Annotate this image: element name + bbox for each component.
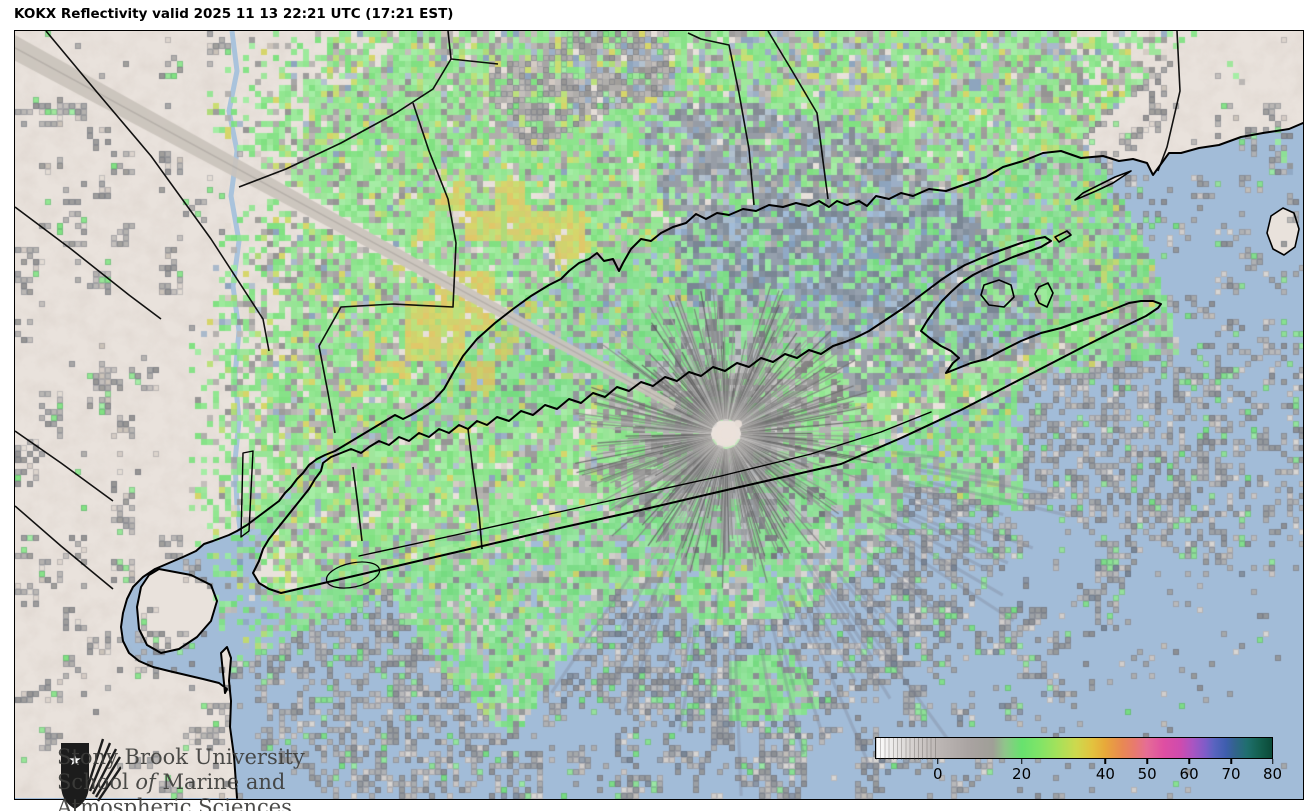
colorbar-tick: [1146, 759, 1148, 764]
colorbar-label: 80: [1262, 765, 1283, 783]
stony-brook-logo: ★ Stony Brook University School of Marin…: [57, 737, 305, 811]
boundary-nj-county-2: [15, 430, 114, 502]
stony-brook-shield-icon: ★: [61, 738, 121, 809]
boundary-ct-county-e: [767, 31, 829, 200]
map-line-layer: [15, 31, 1303, 799]
colorbar-discrete-steps: [876, 738, 939, 760]
boundary-ct-ri: [1157, 31, 1181, 172]
boundary-ny-ct: [318, 102, 457, 434]
colorbar-tick: [937, 759, 939, 764]
colorbar-label: 20: [1012, 765, 1032, 783]
svg-text:★: ★: [68, 751, 81, 769]
boundary-nassau-suffolk: [467, 428, 483, 550]
boundary-nj-county-3: [15, 505, 114, 590]
boundary-ct-county-w: [238, 31, 499, 188]
shelter-island-coastline: [980, 279, 1015, 308]
colorbar-tick: [1271, 759, 1274, 764]
boundary-ny-nj: [45, 31, 270, 352]
radar-map: ★ Stony Brook University School of Marin…: [14, 30, 1304, 811]
colorbar-gradient: [875, 737, 1273, 760]
plum-island-coastline: [1054, 230, 1072, 243]
colorbar-label: 60: [1179, 765, 1199, 783]
staten-island-coastline: [136, 568, 218, 654]
colorbar-tick: [1020, 759, 1023, 764]
long-island-coastline: [252, 236, 1162, 594]
logo-line-2: School of Marine and: [57, 770, 286, 794]
colorbar-tick: [1188, 759, 1190, 764]
logo-line-1: Stony Brook University: [57, 745, 305, 769]
colorbar-label: 0: [933, 765, 943, 783]
block-island-coastline: [1266, 207, 1300, 256]
colorbar-tick: [1104, 759, 1107, 764]
boundary-ct-county-m: [687, 32, 755, 206]
fishers-island-coastline: [1074, 170, 1132, 201]
jamaica-bay-outline: [325, 561, 381, 589]
reflectivity-colorbar: 0 20 40 50 60 70 80: [875, 737, 1282, 797]
manhattan-coastline: [240, 450, 254, 538]
colorbar-label: 40: [1095, 765, 1115, 783]
mainland-coastline: [120, 122, 1303, 799]
figure-title: KOKX Reflectivity valid 2025 11 13 22:21…: [14, 6, 454, 22]
colorbar-tick: [1230, 759, 1232, 764]
boundary-queens-nassau: [352, 466, 363, 542]
logo-text: Stony Brook University School of Marine …: [57, 745, 305, 811]
colorbar-label: 70: [1221, 765, 1241, 783]
logo-line-3: Atmospheric Sciences: [57, 795, 292, 811]
boundary-nj-county-1: [15, 206, 162, 320]
gardiners-island-coastline: [1034, 282, 1054, 308]
bay-inner-shore: [358, 411, 932, 557]
colorbar-label: 50: [1137, 765, 1157, 783]
